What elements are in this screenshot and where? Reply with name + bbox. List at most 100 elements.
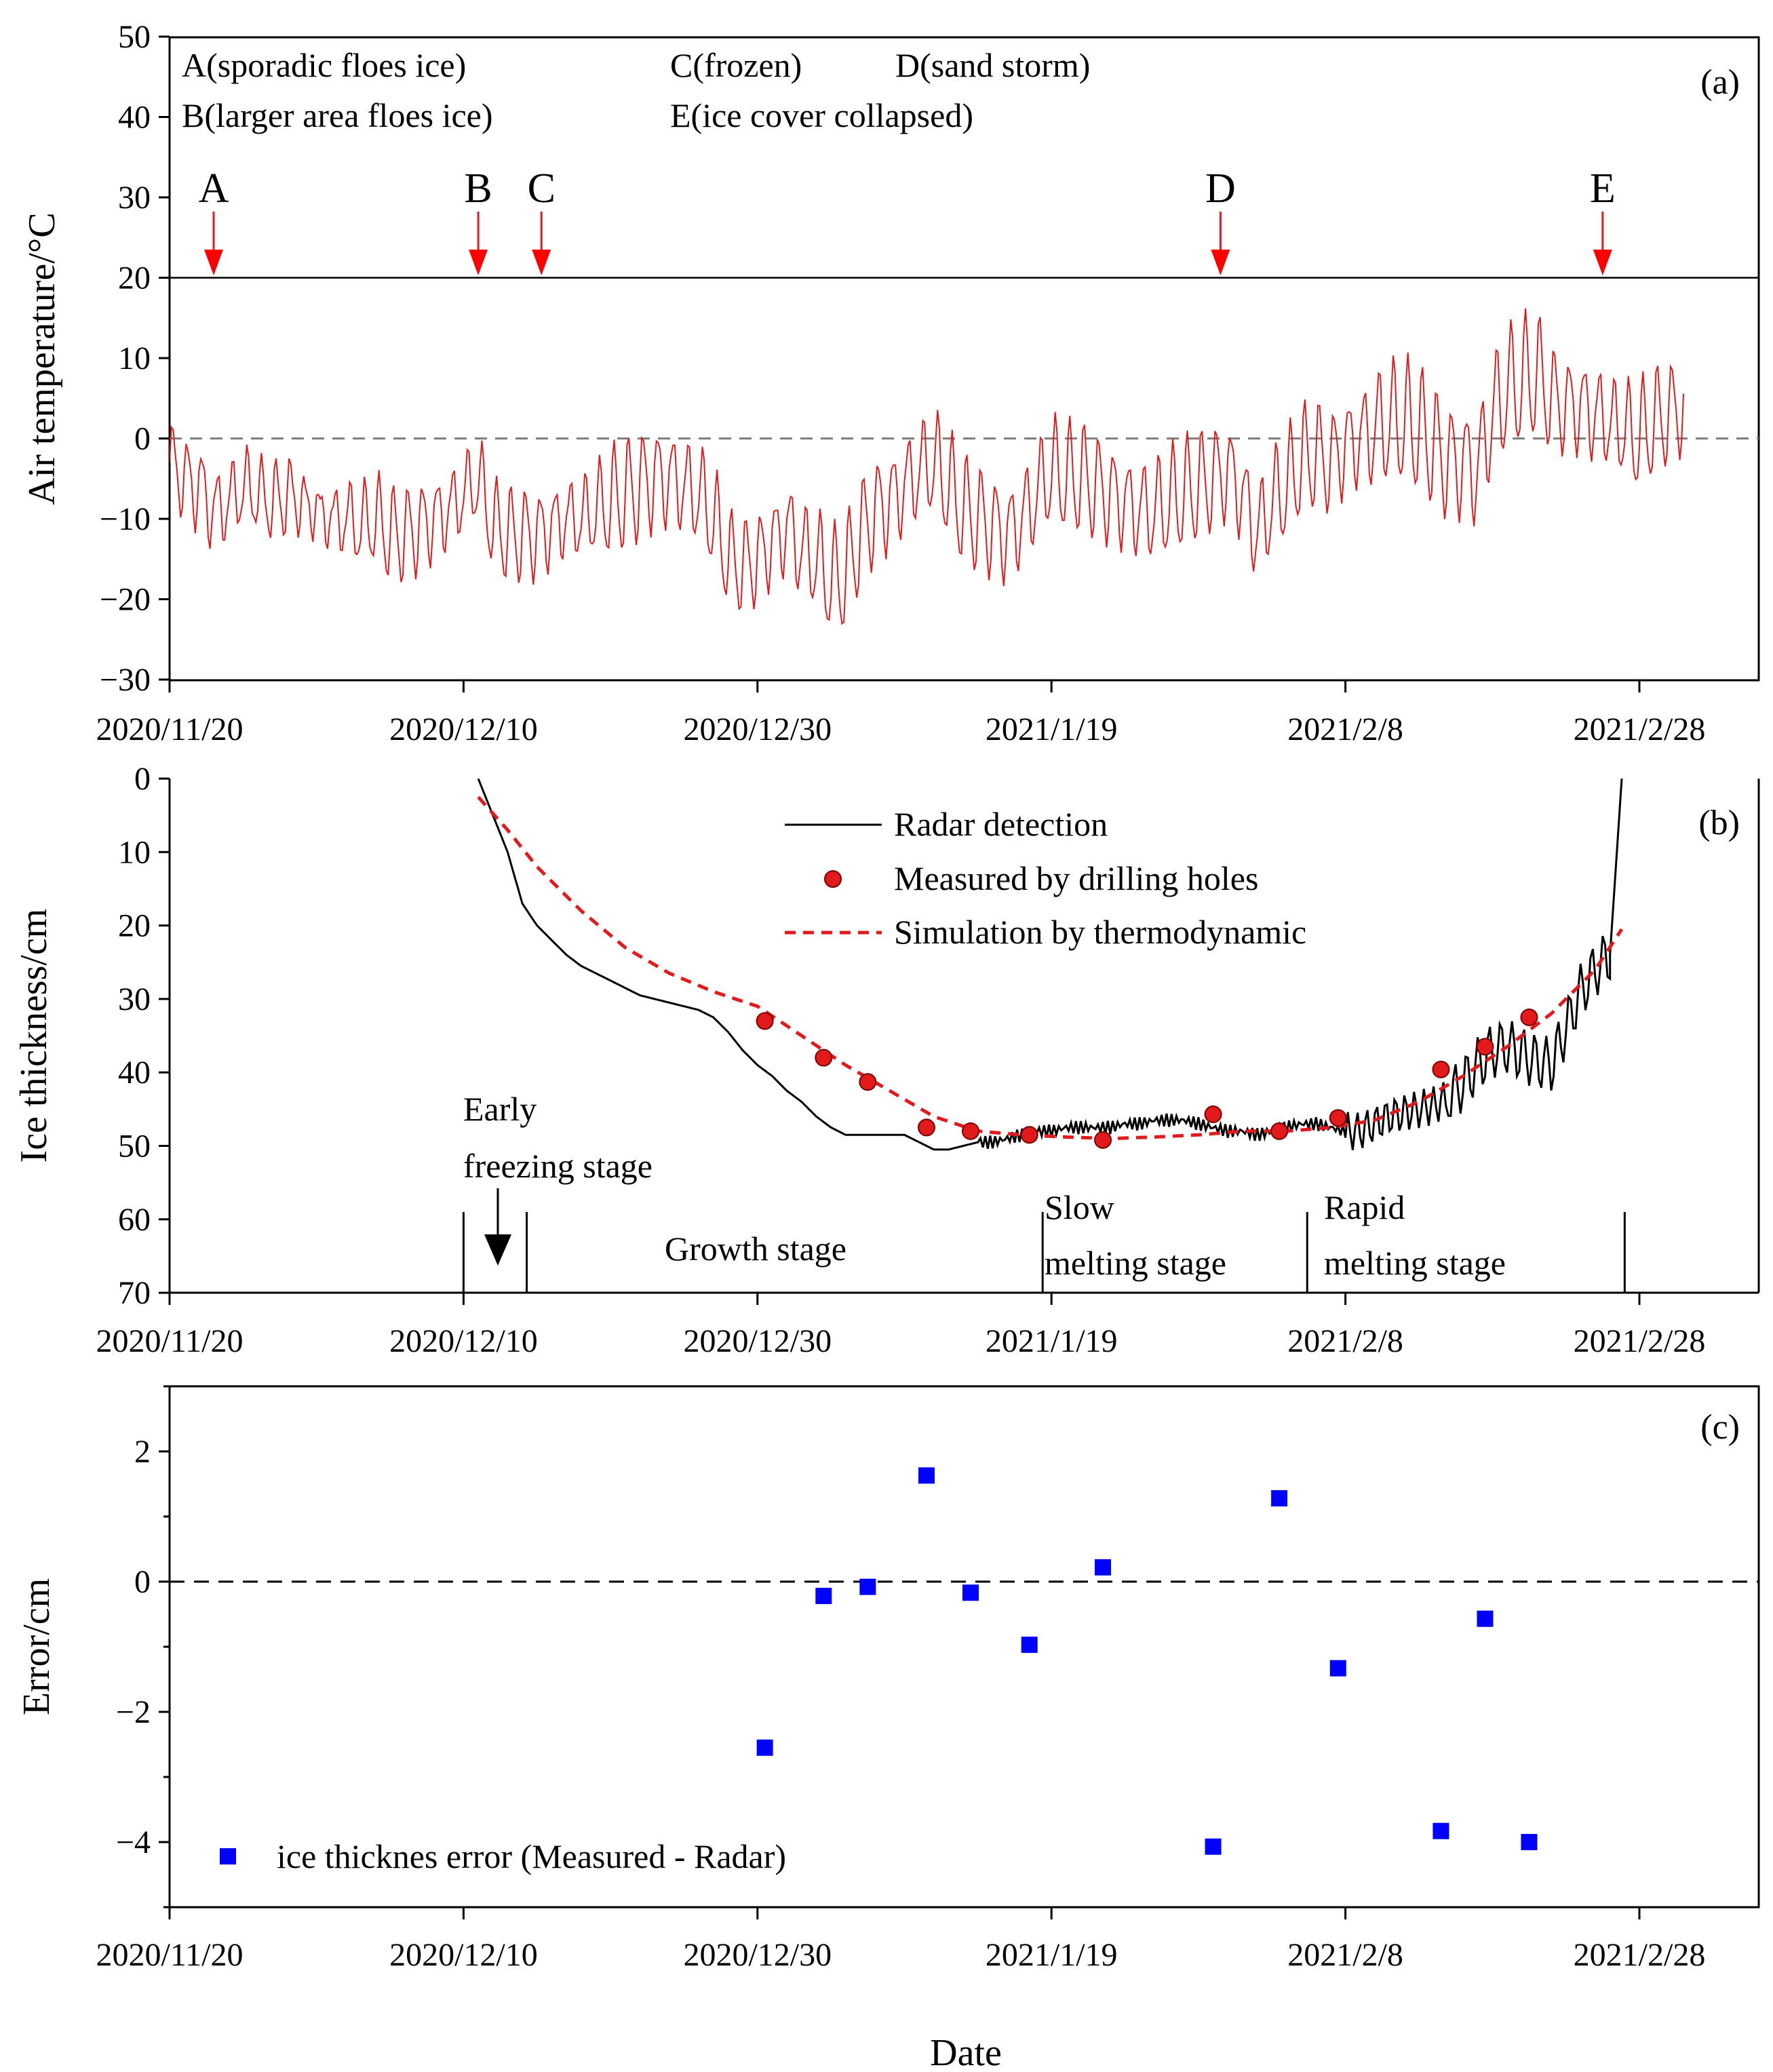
error-point bbox=[1477, 1610, 1494, 1627]
error-point bbox=[756, 1739, 773, 1756]
panel-b-y-tick-label: 70 bbox=[118, 1275, 151, 1311]
stage-slow-label-line2: melting stage bbox=[1045, 1244, 1226, 1282]
error-point bbox=[859, 1578, 876, 1595]
panel-a-y-tick-label: 10 bbox=[118, 340, 151, 376]
event-marker-b-letter: B bbox=[464, 165, 492, 212]
panel-b-y-tick-label: 0 bbox=[134, 761, 151, 797]
panel-c-y-tick-label: 0 bbox=[134, 1564, 151, 1600]
panel-b-y-tick-label: 60 bbox=[118, 1202, 151, 1238]
measured-point bbox=[1270, 1122, 1289, 1140]
panel-c-frame bbox=[168, 1385, 1760, 1909]
panel-b-x-tick-label: 2020/11/20 bbox=[96, 1323, 243, 1359]
error-point bbox=[815, 1588, 832, 1605]
panel-a-x-tick-label: 2021/2/8 bbox=[1287, 711, 1403, 747]
event-marker-c-arrow-head bbox=[532, 250, 551, 275]
panel-a-y-tick-label: −20 bbox=[100, 582, 151, 618]
error-point bbox=[1521, 1834, 1538, 1850]
panel-a-y-tick-label: 40 bbox=[118, 100, 151, 136]
measured-point bbox=[815, 1049, 833, 1067]
legend-event-e: E(ice cover collapsed) bbox=[670, 96, 973, 134]
panel-c-x-tick-label: 2021/1/19 bbox=[986, 1937, 1118, 1973]
legend-simulation-label: Simulation by thermodynamic bbox=[894, 913, 1306, 951]
measured-point bbox=[962, 1122, 980, 1140]
stage-rapid-label-line2: melting stage bbox=[1324, 1244, 1506, 1282]
panel-b-y-tick-label: 20 bbox=[118, 908, 151, 944]
event-marker-a-arrow-head bbox=[204, 250, 224, 275]
panel-a-x-tick-label: 2021/1/19 bbox=[986, 711, 1118, 747]
stage-early-label-line2: freezing stage bbox=[463, 1147, 652, 1185]
panel-a-y-axis: −30 −20 −10 0 10 20 30 40 50 bbox=[100, 19, 170, 698]
legend-measured-swatch bbox=[824, 870, 842, 888]
panel-c-x-tick-label: 2020/12/30 bbox=[683, 1937, 832, 1973]
legend-event-c: C(frozen) bbox=[670, 46, 802, 84]
legend-event-b: B(larger area floes ice) bbox=[182, 96, 493, 134]
legend-event-a: A(sporadic floes ice) bbox=[182, 46, 466, 84]
panel-b-x-axis: 2020/11/20 2020/12/10 2020/12/30 2021/1/19 2… bbox=[96, 1293, 1706, 1359]
panel-c-x-tick-label: 2020/11/20 bbox=[96, 1937, 243, 1973]
air-temperature-series-line bbox=[170, 308, 1684, 625]
panel-b-y-tick-label: 50 bbox=[118, 1129, 151, 1165]
panel-b-x-tick-label: 2021/2/8 bbox=[1287, 1323, 1403, 1359]
panel-a-y-tick-label: −10 bbox=[100, 501, 151, 537]
error-point bbox=[1329, 1660, 1346, 1677]
panel-b-x-tick-label: 2021/1/19 bbox=[986, 1323, 1118, 1359]
panel-c-error: −4−202 2020/11/20 2020/12/10 2020/12/30 202… bbox=[16, 1385, 1760, 2072]
error-point bbox=[962, 1584, 979, 1601]
panel-b-y-tick-label: 30 bbox=[118, 981, 151, 1017]
stage-boundary-lines bbox=[462, 1212, 1626, 1293]
panel-b-label: (b) bbox=[1698, 804, 1740, 842]
error-point bbox=[1021, 1637, 1038, 1654]
measured-point bbox=[1020, 1126, 1038, 1144]
panel-a-x-axis: 2020/11/20 2020/12/10 2020/12/30 2021/1/19 2… bbox=[96, 680, 1706, 747]
measured-point bbox=[1329, 1109, 1347, 1127]
error-point bbox=[1095, 1559, 1112, 1576]
legend-measured-label: Measured by drilling holes bbox=[894, 859, 1258, 897]
error-point bbox=[1205, 1838, 1222, 1855]
event-marker-a-letter: A bbox=[199, 165, 229, 212]
simulation-series-line bbox=[477, 796, 1624, 1141]
legend-event-d: D(sand storm) bbox=[895, 46, 1090, 84]
panel-c-x-tick-label: 2020/12/10 bbox=[389, 1937, 538, 1973]
x-axis-title: Date bbox=[930, 2032, 1002, 2072]
error-point bbox=[918, 1467, 935, 1484]
panel-b-y-tick-label: 10 bbox=[118, 834, 151, 870]
panel-a-y-tick-label: 20 bbox=[118, 260, 151, 296]
event-marker-d-arrow-head bbox=[1211, 250, 1230, 275]
panel-c-x-tick-label: 2021/2/28 bbox=[1574, 1937, 1706, 1973]
measured-point bbox=[918, 1118, 936, 1137]
panel-a-y-tick-label: 50 bbox=[118, 19, 151, 55]
measured-point bbox=[756, 1012, 774, 1030]
panel-c-y-tick-label: −4 bbox=[116, 1824, 151, 1860]
legend-error-swatch bbox=[220, 1848, 236, 1864]
panel-a-y-tick-label: 0 bbox=[134, 421, 151, 457]
panel-b-x-tick-label: 2020/12/30 bbox=[683, 1323, 832, 1359]
panel-a-x-tick-label: 2021/2/28 bbox=[1574, 711, 1706, 747]
measured-point bbox=[1476, 1038, 1494, 1056]
panel-b-y-tick-label: 40 bbox=[118, 1055, 151, 1091]
stage-growth-label: Growth stage bbox=[665, 1230, 846, 1268]
panel-a-y-tick-label: 30 bbox=[118, 180, 151, 216]
panel-b-y-axis: 0 10 20 30 40 50 60 70 bbox=[118, 761, 170, 1311]
stage-early-label-line1: Early bbox=[463, 1090, 537, 1128]
panel-a-x-tick-label: 2020/11/20 bbox=[96, 711, 243, 747]
panel-c-y-tick-label: 2 bbox=[134, 1434, 151, 1470]
event-marker-e-letter: E bbox=[1590, 165, 1616, 212]
panel-a-y-axis-title: Air temperature/°C bbox=[21, 212, 63, 505]
panel-b-x-tick-label: 2021/2/28 bbox=[1574, 1323, 1706, 1359]
panel-c-y-tick-label: −2 bbox=[116, 1694, 151, 1730]
panel-c-x-axis: 2020/11/20 2020/12/10 2020/12/30 2021/1/19 2… bbox=[96, 1907, 1706, 1973]
measured-point bbox=[859, 1073, 877, 1091]
panel-a-x-tick-label: 2020/12/30 bbox=[683, 711, 832, 747]
panel-b-y-axis-title: Ice thickness/cm bbox=[13, 909, 55, 1163]
panel-c-y-axis: −4 −2 0 2 bbox=[116, 1385, 170, 1909]
stage-rapid-label-line1: Rapid bbox=[1324, 1188, 1405, 1226]
error-point bbox=[1271, 1490, 1288, 1507]
panel-b-x-tick-label: 2020/12/10 bbox=[389, 1323, 538, 1359]
panel-c-label: (c) bbox=[1700, 1408, 1740, 1447]
legend-radar-label: Radar detection bbox=[894, 805, 1108, 843]
panel-a-x-tick-label: 2020/12/10 bbox=[389, 711, 538, 747]
panel-a-y-tick-label: −30 bbox=[100, 662, 151, 698]
event-marker-e-arrow-head bbox=[1593, 250, 1612, 275]
panel-c-y-axis-title: Error/cm bbox=[16, 1578, 58, 1715]
